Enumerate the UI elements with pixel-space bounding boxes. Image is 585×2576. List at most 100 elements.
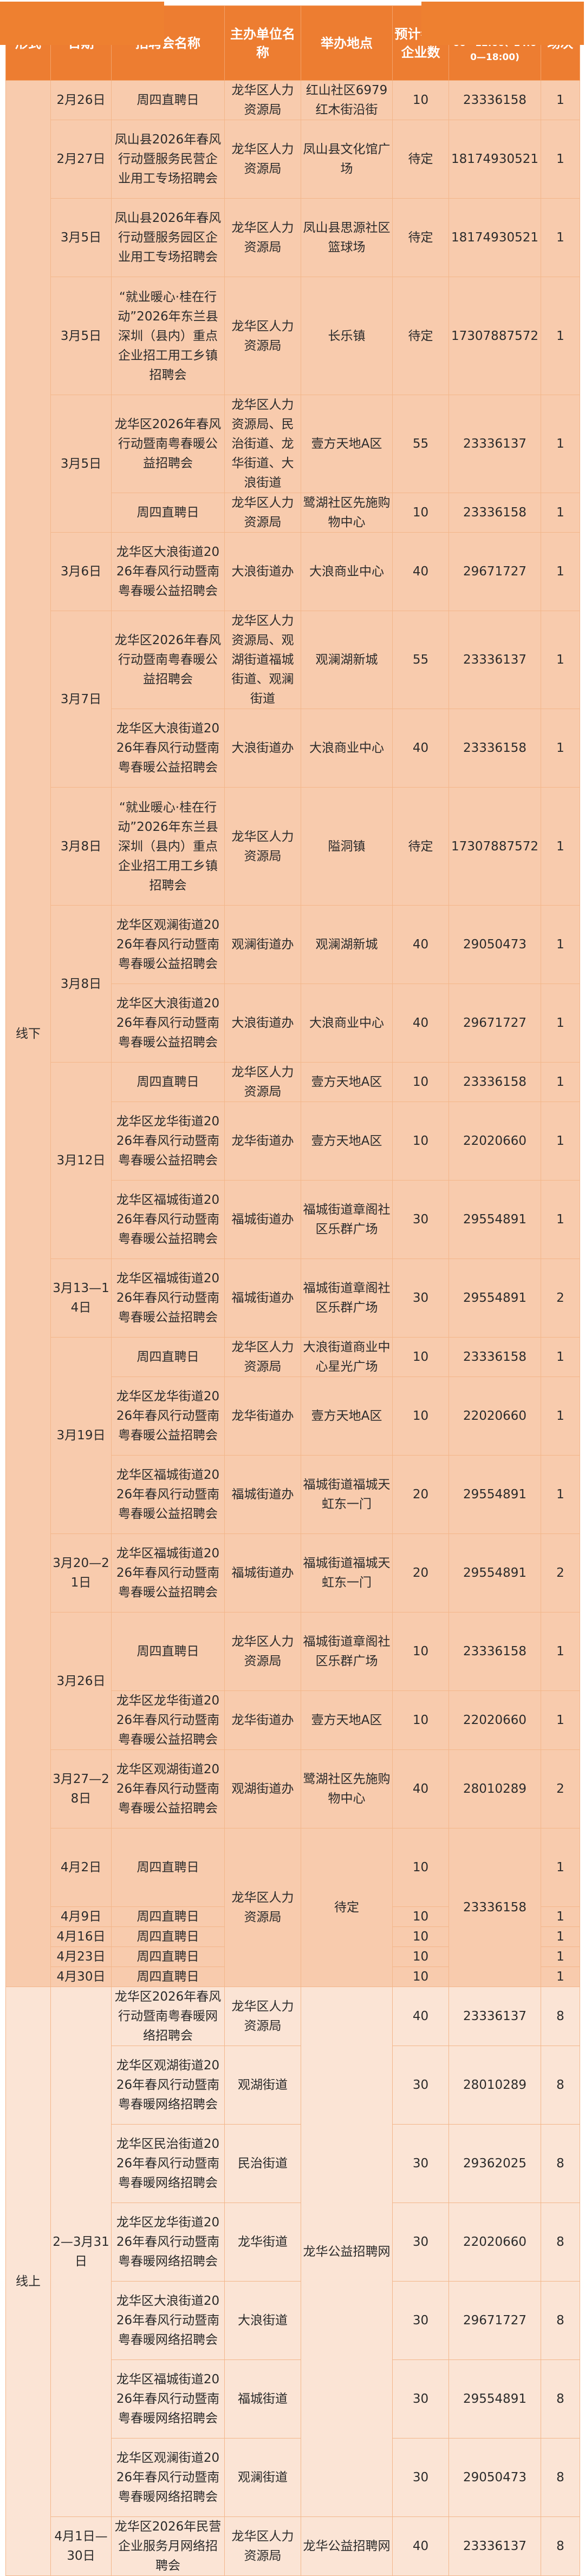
header-location: 举办地点 xyxy=(301,5,393,81)
fair-name-cell: 周四直聘日 xyxy=(111,1062,225,1102)
host-cell: 民治街道 xyxy=(224,2124,301,2203)
sessions-cell: 1 xyxy=(541,1967,580,1987)
host-cell: 龙华区人力资源局 xyxy=(224,1337,301,1377)
company-count-cell: 10 xyxy=(392,1828,449,1907)
host-cell: 龙华区人力资源局 xyxy=(224,277,301,395)
fair-name-cell: 龙华区龙华街道2026年春风行动暨南粤春暖公益招聘会 xyxy=(111,1377,225,1456)
sessions-cell: 1 xyxy=(541,611,580,709)
date-cell: 3月5日 xyxy=(50,395,112,533)
table-row: 龙华区观湖街道2026年春风行动暨南粤春暖网络招聘会 观湖街道 30 28010289… xyxy=(6,2046,580,2125)
sessions-cell: 1 xyxy=(541,1102,580,1181)
fair-name-cell: 龙华区福城街道2026年春风行动暨南粤春暖网络招聘会 xyxy=(111,2359,225,2439)
host-cell: 龙华区人力资源局 xyxy=(224,1062,301,1102)
host-cell: 观湖街道 xyxy=(224,2046,301,2125)
location-cell: 龙华公益招聘网 xyxy=(301,2516,393,2576)
location-cell: 福城街道章阁社区乐群广场 xyxy=(301,1258,393,1338)
phone-cell: 18174930521 xyxy=(448,120,541,199)
header-banner-overlay-right xyxy=(421,2,584,45)
date-cell: 4月16日 xyxy=(50,1926,112,1947)
location-cell: 鹭湖社区先施购物中心 xyxy=(301,493,393,533)
table-row: 4月23日 周四直聘日 10 1 xyxy=(6,1946,580,1967)
phone-cell: 29554891 xyxy=(448,1258,541,1338)
date-cell: 3月5日 xyxy=(50,198,112,277)
location-cell: 壹方天地A区 xyxy=(301,1377,393,1456)
company-count-cell: 待定 xyxy=(392,198,449,277)
fair-name-cell: 凤山县2026年春风行动暨服务园区企业用工专场招聘会 xyxy=(111,198,225,277)
host-cell: 龙华区人力资源局、观湖街道福城街道、观澜街道 xyxy=(224,611,301,709)
fair-name-cell: 龙华区观湖街道2026年春风行动暨南粤春暖网络招聘会 xyxy=(111,2046,225,2125)
host-cell: 龙华街道办 xyxy=(224,1377,301,1456)
location-cell: 壹方天地A区 xyxy=(301,1690,393,1750)
date-cell: 3月20—21日 xyxy=(50,1533,112,1613)
fair-name-cell: 龙华区大浪街道2026年春风行动暨南粤春暖网络招聘会 xyxy=(111,2281,225,2360)
host-cell: 观澜街道办 xyxy=(224,905,301,984)
host-cell: 观湖街道办 xyxy=(224,1749,301,1828)
phone-cell: 23336137 xyxy=(448,1987,541,2046)
phone-cell: 22020660 xyxy=(448,2203,541,2282)
sessions-cell: 1 xyxy=(541,1690,580,1750)
table-row: 龙华区福城街道2026年春风行动暨南粤春暖网络招聘会 福城街道 30 29554891… xyxy=(6,2359,580,2439)
phone-cell: 23336158 xyxy=(448,1828,541,1987)
format-label: 线下 xyxy=(5,80,51,1987)
host-cell: 龙华区人力资源局 xyxy=(224,787,301,906)
sessions-cell: 8 xyxy=(541,2203,580,2282)
phone-cell: 28010289 xyxy=(448,1749,541,1828)
phone-cell: 23336137 xyxy=(448,2516,541,2576)
company-count-cell: 30 xyxy=(392,2203,449,2282)
date-cell: 3月8日 xyxy=(50,787,112,906)
phone-cell: 29554891 xyxy=(448,1180,541,1259)
fair-name-cell: 龙华区2026年民营企业服务月网络招聘会 xyxy=(111,2516,225,2576)
phone-cell: 29554891 xyxy=(448,1533,541,1613)
sessions-cell: 8 xyxy=(541,2438,580,2517)
fair-name-cell: 龙华区大浪街道2026年春风行动暨南粤春暖公益招聘会 xyxy=(111,709,225,788)
phone-cell: 23336158 xyxy=(448,493,541,533)
date-cell: 3月6日 xyxy=(50,532,112,611)
table-row: 4月1日—30日 龙华区2026年民营企业服务月网络招聘会 龙华区人力资源局 龙华公益… xyxy=(6,2516,580,2576)
host-cell: 大浪街道办 xyxy=(224,532,301,611)
company-count-cell: 30 xyxy=(392,2124,449,2203)
fair-name-cell: “就业暖心·桂在行动”2026年东兰县深圳（县内）重点企业招工用工乡镇招聘会 xyxy=(111,277,225,395)
fair-name-cell: 龙华区福城街道2026年春风行动暨南粤春暖公益招聘会 xyxy=(111,1533,225,1613)
phone-cell: 29050473 xyxy=(448,905,541,984)
table-row: 4月2日 周四直聘日 龙华区人力资源局 待定 10 23336158 1 xyxy=(6,1828,580,1987)
company-count-cell: 10 xyxy=(392,1612,449,1691)
location-cell: 凤山县文化馆广场 xyxy=(301,120,393,199)
sessions-cell: 1 xyxy=(541,120,580,199)
host-cell: 龙华街道办 xyxy=(224,1102,301,1181)
table-row: 3月19日 周四直聘日 龙华区人力资源局 大浪街道商业中心星光广场 10 23336158… xyxy=(6,1337,580,1534)
host-cell: 大浪街道办 xyxy=(224,984,301,1063)
table-row: 3月20—21日 龙华区福城街道2026年春风行动暨南粤春暖公益招聘会 福城街道办福… xyxy=(6,1533,580,1613)
table-row: 龙华区民治街道2026年春风行动暨南粤春暖网络招聘会 民治街道 30 29362025… xyxy=(6,2124,580,2203)
company-count-cell: 40 xyxy=(392,1749,449,1828)
date-cell: 4月30日 xyxy=(50,1967,112,1987)
company-count-cell: 待定 xyxy=(392,120,449,199)
fair-name-cell: 龙华区龙华街道2026年春风行动暨南粤春暖公益招聘会 xyxy=(111,1102,225,1181)
fair-name-cell: 龙华区观湖街道2026年春风行动暨南粤春暖公益招聘会 xyxy=(111,1749,225,1828)
location-cell: 观澜湖新城 xyxy=(301,611,393,709)
fair-name-cell: 龙华区福城街道2026年春风行动暨南粤春暖公益招聘会 xyxy=(111,1180,225,1259)
phone-cell: 23336158 xyxy=(448,80,541,120)
sessions-cell: 1 xyxy=(541,1337,580,1377)
location-cell: 大浪街道商业中心星光广场 xyxy=(301,1337,393,1377)
location-cell: 长乐镇 xyxy=(301,277,393,395)
host-cell: 龙华区人力资源局 xyxy=(224,1987,301,2046)
company-count-cell: 40 xyxy=(392,984,449,1063)
company-count-cell: 30 xyxy=(392,2438,449,2517)
phone-cell: 22020660 xyxy=(448,1377,541,1456)
sessions-cell: 2 xyxy=(541,1749,580,1828)
date-cell: 3月13—14日 xyxy=(50,1258,112,1338)
sessions-cell: 8 xyxy=(541,2124,580,2203)
table-row: 3月6日 龙华区大浪街道2026年春风行动暨南粤春暖公益招聘会 大浪街道办 大浪商业中… xyxy=(6,532,580,611)
format-label: 线上 xyxy=(5,1987,51,2576)
phone-cell: 29362025 xyxy=(448,2124,541,2203)
host-cell: 龙华区人力资源局 xyxy=(224,120,301,199)
sessions-cell: 1 xyxy=(541,1180,580,1259)
host-cell: 大浪街道 xyxy=(224,2281,301,2360)
location-cell: 大浪商业中心 xyxy=(301,984,393,1063)
fair-name-cell: 周四直聘日 xyxy=(111,1337,225,1377)
phone-cell: 23336158 xyxy=(448,1612,541,1691)
table-row: 龙华区龙华街道2026年春风行动暨南粤春暖公益招聘会 龙华街道办 壹方天地A区 10 2… xyxy=(6,1690,580,1750)
phone-cell: 29671727 xyxy=(448,984,541,1063)
host-cell: 福城街道办 xyxy=(224,1180,301,1259)
phone-cell: 22020660 xyxy=(448,1102,541,1181)
